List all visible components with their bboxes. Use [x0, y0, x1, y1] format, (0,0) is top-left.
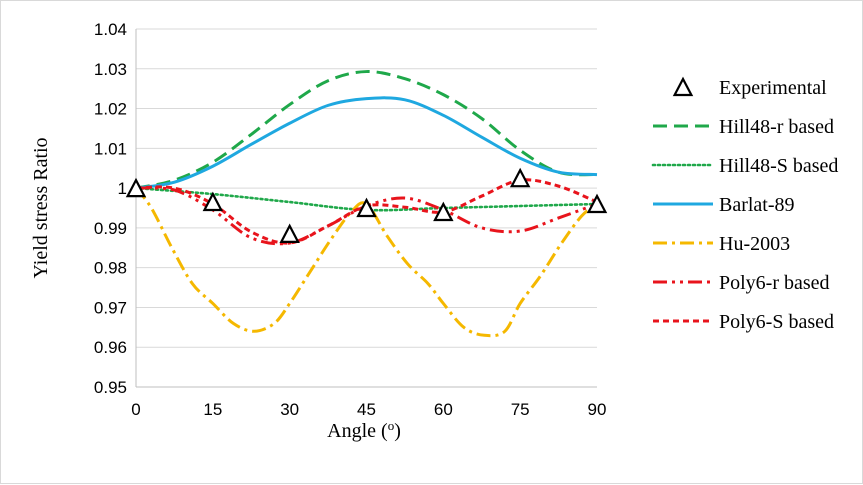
legend-label: Barlat-89: [719, 194, 795, 216]
gridlines: [136, 28, 597, 348]
y-tick-label: 0.95: [94, 378, 127, 397]
legend-label: Poly6-S based: [719, 311, 834, 333]
series-line-barlat-89: [135, 96, 598, 190]
experimental-point: [279, 223, 300, 243]
legend-label-experimental: Experimental: [719, 77, 827, 99]
experimental-point: [125, 177, 147, 198]
y-tick-label: 1.01: [94, 139, 127, 158]
legend-label: Hill48-S based: [719, 155, 838, 177]
experimental-point: [433, 201, 454, 222]
y-tick-label: 0.98: [94, 259, 127, 278]
axes: [135, 29, 597, 388]
y-tick-label: 1.03: [94, 60, 127, 79]
legend: Experimental Hill48-r based Hill48-S based…: [651, 76, 838, 333]
series-line-hu-2003: [134, 187, 598, 338]
y-tick-label: 0.97: [94, 298, 127, 317]
x-tick-label: 75: [511, 400, 530, 419]
legend-label: Hill48-r based: [719, 116, 834, 138]
series-line-hill48-r-based: [135, 70, 598, 190]
x-tick-label: 90: [588, 400, 607, 419]
x-tick-label: 30: [280, 400, 299, 419]
x-tick-label: 60: [434, 400, 453, 419]
experimental-point: [356, 197, 377, 218]
legend-label: Hu-2003: [719, 233, 790, 255]
y-axis-title: Yield stress Ratio: [30, 137, 52, 278]
x-tick-label: 0: [131, 400, 140, 419]
legend-label: Poly6-r based: [719, 272, 830, 294]
experimental-markers: [125, 167, 608, 243]
experimental-point: [509, 167, 531, 188]
y-tick-labels: 0.95 0.96 0.97 0.98 0.99 1 1.01 1.02 1.03 1.04: [94, 20, 127, 397]
experimental-point: [586, 193, 608, 214]
x-tick-label: 45: [357, 400, 376, 419]
y-tick-label: 1.04: [94, 20, 127, 39]
x-tick-labels: 0 15 30 45 60 75 90: [131, 400, 606, 419]
experimental-point: [202, 191, 224, 212]
y-tick-label: 0.96: [94, 338, 127, 357]
y-tick-label: 1: [118, 179, 127, 198]
x-axis-title: Angle (o): [327, 418, 401, 442]
y-tick-label: 1.02: [94, 100, 127, 119]
x-tick-label: 15: [203, 400, 222, 419]
y-tick-label: 0.99: [94, 219, 127, 238]
legend-marker-experimental: [672, 76, 694, 97]
